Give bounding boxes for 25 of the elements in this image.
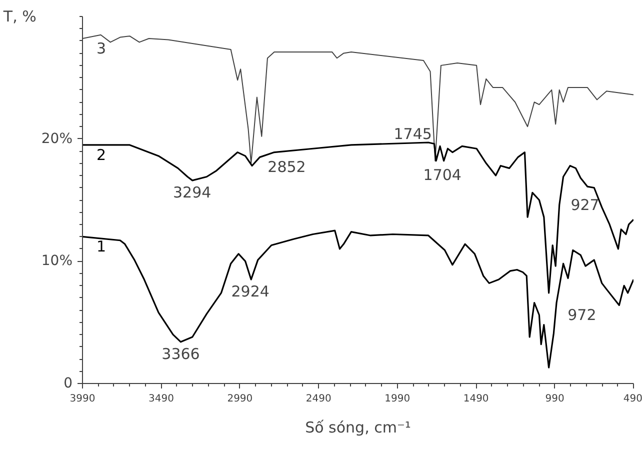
- annotation: 927: [570, 196, 600, 214]
- y-tick-label: 20%: [41, 130, 73, 147]
- annotation: 3366: [162, 344, 200, 363]
- x-tick-label: 490: [623, 394, 642, 404]
- annotation: 3294: [172, 183, 212, 202]
- annotation: 2924: [231, 282, 270, 301]
- x-axis-title: Số sóng, cm⁻¹: [305, 418, 411, 436]
- y-axis-title: T, %: [2, 8, 36, 26]
- x-tick-label: 1990: [384, 394, 410, 404]
- line-series: [82, 230, 634, 368]
- x-tick-label: 2990: [227, 394, 253, 404]
- y-tick-label: 0: [64, 376, 73, 392]
- series-label: 3: [96, 40, 106, 58]
- series-label: 1: [96, 238, 106, 256]
- x-tick-label: 3490: [148, 394, 174, 404]
- annotation: 1745: [394, 124, 432, 143]
- y-tick-label: 10%: [41, 253, 73, 270]
- x-tick-label: 3990: [70, 394, 96, 404]
- x-tick-label: 2490: [306, 394, 332, 404]
- annotation: 1704: [423, 166, 462, 184]
- x-tick-label: 1490: [463, 394, 489, 404]
- annotation: 2852: [268, 158, 306, 176]
- x-tick-label: 990: [545, 394, 564, 404]
- annotation: 972: [568, 306, 596, 324]
- series-label: 2: [96, 146, 106, 164]
